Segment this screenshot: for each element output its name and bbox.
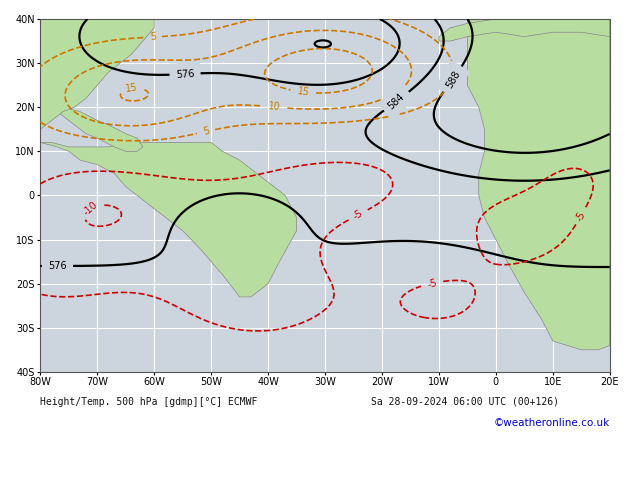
Text: 584: 584 xyxy=(386,91,406,111)
Text: Sa 28-09-2024 06:00 UTC (00+126): Sa 28-09-2024 06:00 UTC (00+126) xyxy=(371,396,559,407)
Polygon shape xyxy=(41,98,143,151)
Text: 5: 5 xyxy=(149,32,156,42)
Text: 5: 5 xyxy=(202,126,210,137)
Polygon shape xyxy=(439,19,610,41)
Text: 576: 576 xyxy=(176,69,195,79)
Text: ©weatheronline.co.uk: ©weatheronline.co.uk xyxy=(493,417,610,428)
Text: 576: 576 xyxy=(48,261,67,271)
Text: Height/Temp. 500 hPa [gdmp][°C] ECMWF: Height/Temp. 500 hPa [gdmp][°C] ECMWF xyxy=(41,396,257,407)
Text: -5: -5 xyxy=(351,208,365,222)
Polygon shape xyxy=(41,143,297,297)
Text: 15: 15 xyxy=(296,86,310,98)
Polygon shape xyxy=(467,19,610,350)
Text: 15: 15 xyxy=(125,83,139,95)
Polygon shape xyxy=(41,19,154,129)
Text: -10: -10 xyxy=(81,200,100,218)
Text: 10: 10 xyxy=(268,101,281,113)
Text: -5: -5 xyxy=(426,277,438,290)
Text: -5: -5 xyxy=(574,210,587,222)
Text: 588: 588 xyxy=(444,69,462,90)
